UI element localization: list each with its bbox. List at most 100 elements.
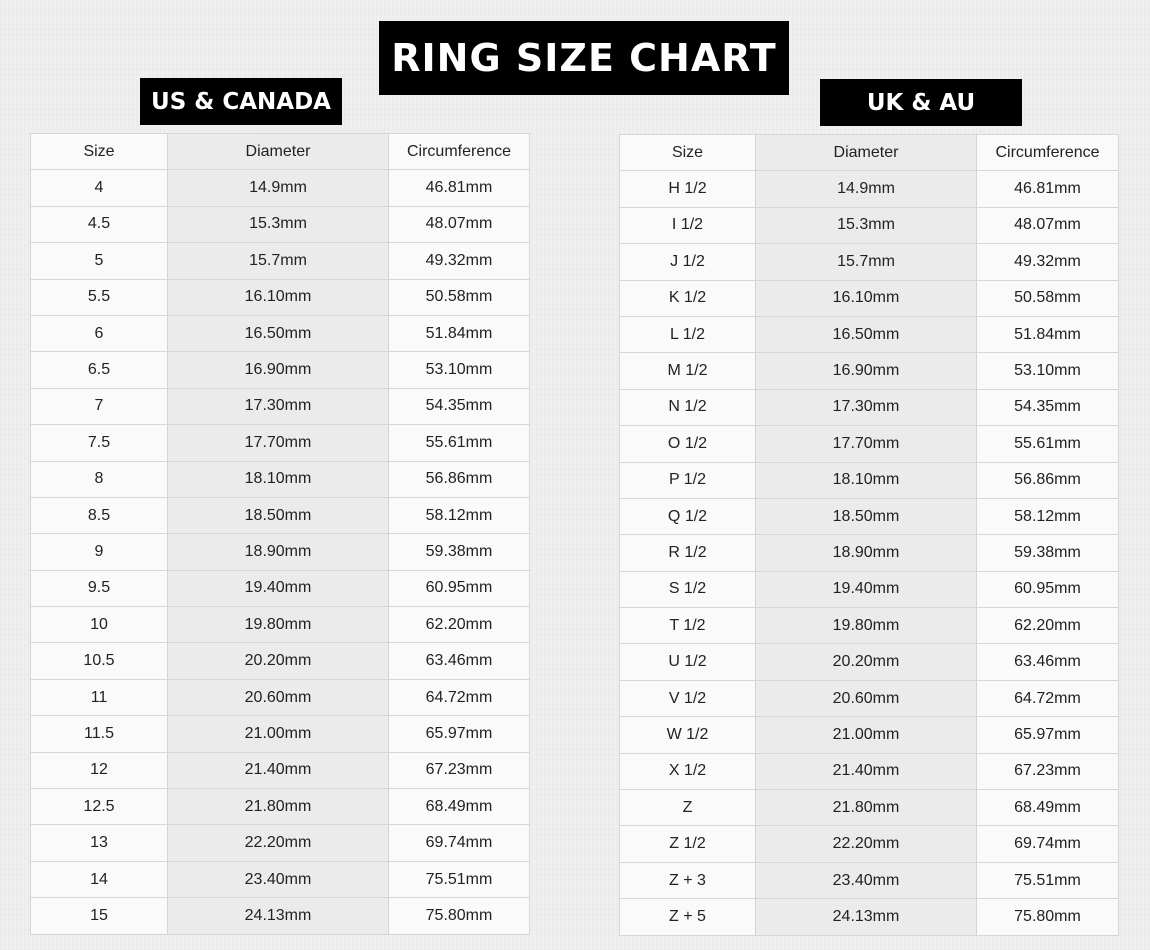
cell-diameter: 17.70mm: [755, 425, 977, 463]
cell-size: 4.5: [30, 205, 168, 244]
cell-diameter: 15.7mm: [167, 242, 389, 280]
cell-circumference: 65.97mm: [976, 716, 1119, 754]
cell-size: 6: [30, 314, 168, 353]
table-row: W 1/2 21.00mm 65.97mm: [619, 716, 1119, 754]
cell-diameter: 20.60mm: [167, 678, 389, 717]
cell-diameter: 14.9mm: [755, 170, 977, 208]
cell-circumference: 62.20mm: [388, 606, 530, 644]
cell-size: 15: [30, 897, 168, 935]
cell-circumference: 48.07mm: [976, 206, 1119, 245]
cell-size: Q 1/2: [619, 497, 756, 536]
cell-size: 6.5: [30, 351, 168, 389]
cell-circumference: 50.58mm: [976, 279, 1119, 317]
cell-circumference: 54.35mm: [976, 388, 1119, 427]
cell-size: L 1/2: [619, 315, 756, 354]
cell-size: 14: [30, 860, 168, 899]
cell-diameter: 19.80mm: [167, 606, 389, 644]
table-row: Z + 5 24.13mm 75.80mm: [619, 898, 1119, 936]
cell-diameter: 16.50mm: [755, 315, 977, 354]
cell-diameter: 20.60mm: [755, 679, 977, 718]
cell-size: X 1/2: [619, 752, 756, 791]
cell-diameter: 21.00mm: [167, 715, 389, 753]
cell-circumference: 60.95mm: [976, 570, 1119, 609]
table-row: 8.5 18.50mm 58.12mm: [30, 496, 530, 535]
table-row: P 1/2 18.10mm 56.86mm: [619, 461, 1119, 499]
cell-circumference: 49.32mm: [976, 243, 1119, 281]
cell-size: 13: [30, 824, 168, 862]
table-row: S 1/2 19.40mm 60.95mm: [619, 570, 1119, 609]
cell-circumference: 56.86mm: [976, 461, 1119, 499]
cell-size: 10.5: [30, 642, 168, 680]
cell-size: 7: [30, 387, 168, 426]
cell-size: 5.5: [30, 278, 168, 316]
table-row: 11 20.60mm 64.72mm: [30, 678, 530, 717]
cell-diameter: 20.20mm: [755, 643, 977, 681]
table-row: Z 1/2 22.20mm 69.74mm: [619, 825, 1119, 863]
cell-size: N 1/2: [619, 388, 756, 427]
table-row: I 1/2 15.3mm 48.07mm: [619, 206, 1119, 245]
cell-diameter: 21.40mm: [755, 752, 977, 791]
header-size: Size: [619, 133, 756, 172]
cell-size: 8.5: [30, 496, 168, 535]
table-row: L 1/2 16.50mm 51.84mm: [619, 315, 1119, 354]
cell-diameter: 15.7mm: [755, 243, 977, 281]
table-row: 8 18.10mm 56.86mm: [30, 460, 530, 498]
table-row: M 1/2 16.90mm 53.10mm: [619, 352, 1119, 390]
cell-diameter: 15.3mm: [755, 206, 977, 245]
cell-diameter: 22.20mm: [167, 824, 389, 862]
cell-circumference: 48.07mm: [388, 205, 530, 244]
cell-size: M 1/2: [619, 352, 756, 390]
cell-circumference: 67.23mm: [388, 751, 530, 790]
cell-size: 9: [30, 533, 168, 571]
table-row: 7 17.30mm 54.35mm: [30, 387, 530, 426]
table-row: V 1/2 20.60mm 64.72mm: [619, 679, 1119, 718]
table-row: 7.5 17.70mm 55.61mm: [30, 424, 530, 462]
table-row: 4.5 15.3mm 48.07mm: [30, 205, 530, 244]
cell-diameter: 22.20mm: [755, 825, 977, 863]
table-row: X 1/2 21.40mm 67.23mm: [619, 752, 1119, 791]
cell-circumference: 75.80mm: [976, 898, 1119, 936]
table-row: Q 1/2 18.50mm 58.12mm: [619, 497, 1119, 536]
cell-diameter: 18.50mm: [755, 497, 977, 536]
cell-diameter: 19.80mm: [755, 607, 977, 645]
cell-size: 11.5: [30, 715, 168, 753]
cell-diameter: 16.10mm: [167, 278, 389, 316]
table-row: H 1/2 14.9mm 46.81mm: [619, 170, 1119, 208]
table-row: 15 24.13mm 75.80mm: [30, 897, 530, 935]
cell-circumference: 69.74mm: [388, 824, 530, 862]
cell-size: 4: [30, 169, 168, 207]
cell-diameter: 18.50mm: [167, 496, 389, 535]
cell-diameter: 16.90mm: [167, 351, 389, 389]
cell-size: R 1/2: [619, 534, 756, 572]
cell-circumference: 64.72mm: [976, 679, 1119, 718]
cell-diameter: 19.40mm: [755, 570, 977, 609]
cell-circumference: 63.46mm: [388, 642, 530, 680]
header-diameter: Diameter: [167, 132, 389, 171]
cell-circumference: 58.12mm: [976, 497, 1119, 536]
cell-diameter: 19.40mm: [167, 569, 389, 608]
table-row: O 1/2 17.70mm 55.61mm: [619, 425, 1119, 463]
cell-diameter: 24.13mm: [755, 898, 977, 936]
cell-diameter: 16.10mm: [755, 279, 977, 317]
cell-diameter: 21.00mm: [755, 716, 977, 754]
cell-size: 8: [30, 460, 168, 498]
header-diameter: Diameter: [755, 133, 977, 172]
table-row: 6.5 16.90mm 53.10mm: [30, 351, 530, 389]
cell-diameter: 20.20mm: [167, 642, 389, 680]
cell-circumference: 54.35mm: [388, 387, 530, 426]
cell-circumference: 64.72mm: [388, 678, 530, 717]
chart-title: RING SIZE CHART: [379, 21, 789, 95]
table-row: 12 21.40mm 67.23mm: [30, 751, 530, 790]
header-size: Size: [30, 132, 168, 171]
cell-circumference: 51.84mm: [388, 314, 530, 353]
cell-size: W 1/2: [619, 716, 756, 754]
table-row: 5 15.7mm 49.32mm: [30, 242, 530, 280]
cell-circumference: 46.81mm: [388, 169, 530, 207]
cell-size: 10: [30, 606, 168, 644]
cell-circumference: 55.61mm: [388, 424, 530, 462]
cell-size: 5: [30, 242, 168, 280]
uk-au-label: UK & AU: [820, 79, 1022, 126]
cell-diameter: 17.30mm: [167, 387, 389, 426]
cell-circumference: 65.97mm: [388, 715, 530, 753]
cell-size: K 1/2: [619, 279, 756, 317]
